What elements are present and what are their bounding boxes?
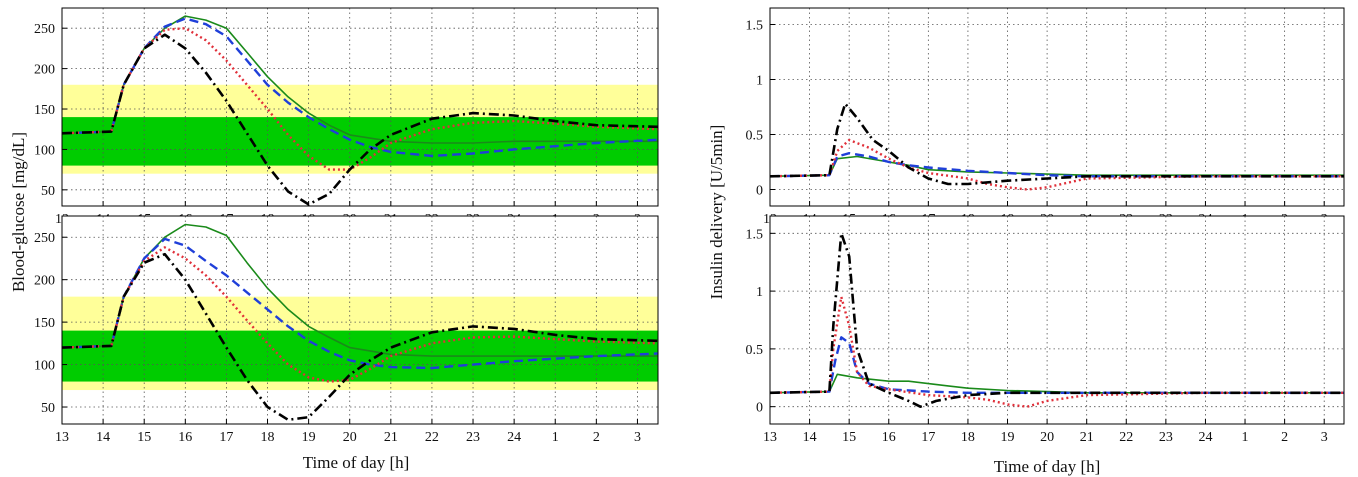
x-tick-label: 17 (219, 430, 233, 445)
x-tick-label: 16 (882, 430, 896, 445)
x-axis-label-right: Time of day [h] (994, 457, 1101, 476)
plot-area (770, 8, 1344, 206)
x-tick-label: 2 (1281, 430, 1288, 445)
series-line-dashdot (62, 33, 658, 206)
panel-glucose-bottom: 13 14 15 16 17 18 19 20 21 22 23 24 1 2 35010015020025… (34, 215, 659, 445)
x-tick-label: 1 (552, 430, 559, 445)
x-tick-label: 24 (507, 430, 521, 445)
x-tick-label: 24 (1198, 430, 1212, 445)
y-axis-label-left: Blood-glucose [mg/dL] (9, 132, 28, 292)
series-line-dot (62, 27, 658, 171)
x-tick-label: 2 (593, 430, 600, 445)
y-tick-label: 50 (41, 401, 55, 416)
y-tick-label: 0.5 (746, 343, 764, 358)
y-tick-label: 0 (756, 401, 763, 416)
x-tick-label: 18 (261, 430, 275, 445)
y-tick-label: 100 (34, 143, 55, 158)
series-line-dot (62, 246, 658, 383)
panel-insulin-bottom: 13 14 15 16 17 18 19 20 21 22 23 24 1 2 300.511.5 (746, 215, 1345, 445)
x-tick-label: 16 (178, 430, 192, 445)
y-tick-label: 100 (34, 359, 55, 374)
x-tick-label: 21 (1080, 430, 1094, 445)
series-line-dashdot (62, 252, 658, 422)
x-tick-label: 13 (763, 430, 777, 445)
y-tick-label: 50 (41, 184, 55, 199)
x-tick-label: 20 (343, 430, 357, 445)
x-tick-label: 22 (425, 430, 439, 445)
x-tick-label: 13 (55, 430, 69, 445)
x-tick-label: 23 (466, 430, 480, 445)
x-tick-label: 14 (96, 430, 110, 445)
x-tick-label: 17 (921, 430, 935, 445)
x-tick-label: 14 (803, 430, 817, 445)
series-line-solid (62, 223, 658, 357)
x-tick-label: 18 (961, 430, 975, 445)
x-tick-label: 23 (1159, 430, 1173, 445)
x-tick-label: 3 (634, 430, 641, 445)
x-tick-label: 15 (137, 430, 151, 445)
x-tick-label: 1 (1242, 430, 1249, 445)
y-tick-label: 0.5 (746, 129, 764, 144)
y-tick-label: 1.5 (746, 19, 764, 34)
x-tick-label: 19 (302, 430, 316, 445)
x-tick-label: 15 (842, 430, 856, 445)
axes-frame (769, 7, 1345, 207)
series-line-dash (770, 152, 1344, 178)
y-tick-label: 200 (34, 63, 55, 78)
axes-frame (61, 215, 659, 425)
x-axis-label-left: Time of day [h] (303, 453, 410, 472)
x-tick-label: 22 (1119, 430, 1133, 445)
series-line-dash (62, 237, 658, 370)
x-tick-label: 21 (384, 430, 398, 445)
y-tick-label: 1 (756, 74, 763, 89)
x-tick-label: 19 (1001, 430, 1015, 445)
series-line-solid (62, 15, 658, 144)
series-line-dashdot (770, 232, 1344, 408)
series-line-dash (770, 336, 1344, 394)
series-line-dashdot (770, 102, 1344, 186)
series-line-dash (62, 17, 658, 158)
series-line-dot (770, 295, 1344, 408)
axes-frame (769, 215, 1345, 425)
y-tick-label: 150 (34, 103, 55, 118)
y-axis-label-right: Insulin delivery [U/5min] (707, 125, 726, 300)
y-tick-label: 250 (34, 22, 55, 37)
y-tick-label: 1.5 (746, 227, 764, 242)
y-tick-label: 150 (34, 316, 55, 331)
y-tick-label: 1 (756, 285, 763, 300)
plot-area (770, 216, 1344, 424)
axes-frame (61, 7, 659, 207)
x-tick-label: 20 (1040, 430, 1054, 445)
x-tick-label: 3 (1321, 430, 1328, 445)
y-tick-label: 250 (34, 231, 55, 246)
y-tick-label: 200 (34, 274, 55, 289)
panel-glucose-top: 1314151617181920212223241235010015020025… (34, 7, 659, 227)
y-tick-label: 0 (756, 184, 763, 199)
